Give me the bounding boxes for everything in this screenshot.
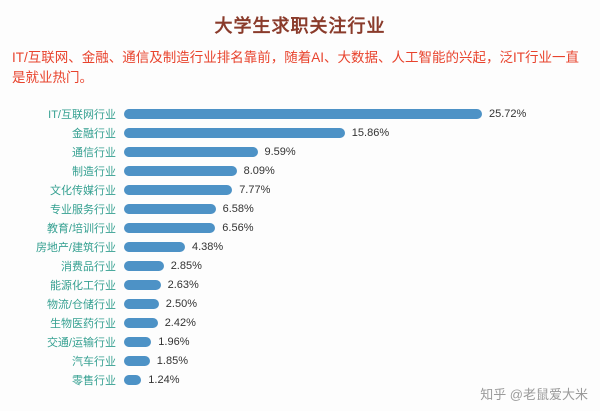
value-label: 8.09% [243,165,275,177]
bar [124,204,216,214]
bar [124,337,152,347]
value-label: 1.96% [158,336,190,348]
chart-row: IT/互联网行业 25.72% [10,105,600,124]
chart-row: 生物医药行业 2.42% [10,314,600,333]
category-label: 消费品行业 [61,261,116,273]
watermark: 知乎 @老鼠爱大米 [480,387,588,402]
chart-row: 教育/培训行业 6.56% [10,219,600,238]
value-label: 4.38% [192,241,224,253]
chart-row: 汽车行业 1.85% [10,352,600,371]
chart-title: 大学生求职关注行业 [214,16,386,36]
bar [124,261,164,271]
value-label: 2.50% [165,298,197,310]
category-label: 金融行业 [72,128,116,140]
category-label: IT/互联网行业 [48,109,116,121]
value-label: 6.58% [222,203,254,215]
value-label: 9.59% [264,146,296,158]
category-label: 文化传媒行业 [50,185,116,197]
bar-chart: IT/互联网行业 25.72% 金融行业 15.86% 通信行业 9.59% 制造行业 8.0… [0,103,600,390]
value-label: 2.42% [164,317,196,329]
category-label: 通信行业 [72,147,116,159]
value-label: 1.85% [156,355,188,367]
chart-row: 交通/运输行业 1.96% [10,333,600,352]
bar [124,109,482,119]
value-label: 6.56% [222,222,254,234]
bar [124,223,216,233]
chart-row: 能源化工行业 2.63% [10,276,600,295]
value-label: 7.77% [239,184,271,196]
chart-row: 消费品行业 2.85% [10,257,600,276]
bar [124,375,142,385]
chart-row: 文化传媒行业 7.77% [10,181,600,200]
category-label: 生物医药行业 [50,318,116,330]
value-label: 2.85% [170,260,202,272]
bar [124,242,185,252]
chart-row: 专业服务行业 6.58% [10,200,600,219]
chart-row: 零售行业 1.24% [10,371,600,390]
category-label: 零售行业 [72,375,116,387]
category-label: 物流/仓储行业 [46,299,116,311]
chart-rows: IT/互联网行业 25.72% 金融行业 15.86% 通信行业 9.59% 制造行业 8.0… [10,105,600,390]
category-label: 能源化工行业 [50,280,116,292]
chart-row: 制造行业 8.09% [10,162,600,181]
category-label: 房地产/建筑行业 [35,242,116,254]
bar [124,128,345,138]
chart-row: 房地产/建筑行业 4.38% [10,238,600,257]
chart-row: 金融行业 15.86% [10,124,600,143]
bar [124,356,150,366]
category-label: 汽车行业 [72,356,116,368]
chart-subtitle: IT/互联网、金融、通信及制造行业排名靠前，随着AI、大数据、人工智能的兴起，泛… [12,50,579,86]
value-label: 1.24% [148,374,180,386]
bar [124,299,159,309]
value-label: 15.86% [351,127,390,139]
bar [124,280,161,290]
bar [124,147,258,157]
category-label: 交通/运输行业 [46,337,116,349]
category-label: 教育/培训行业 [46,223,116,235]
chart-row: 物流/仓储行业 2.50% [10,295,600,314]
chart-row: 通信行业 9.59% [10,143,600,162]
value-label: 25.72% [489,108,527,120]
category-label: 专业服务行业 [50,204,116,216]
bar [124,166,237,176]
bar [124,318,158,328]
category-label: 制造行业 [72,166,116,178]
value-label: 2.63% [167,279,199,291]
bar [124,185,233,195]
